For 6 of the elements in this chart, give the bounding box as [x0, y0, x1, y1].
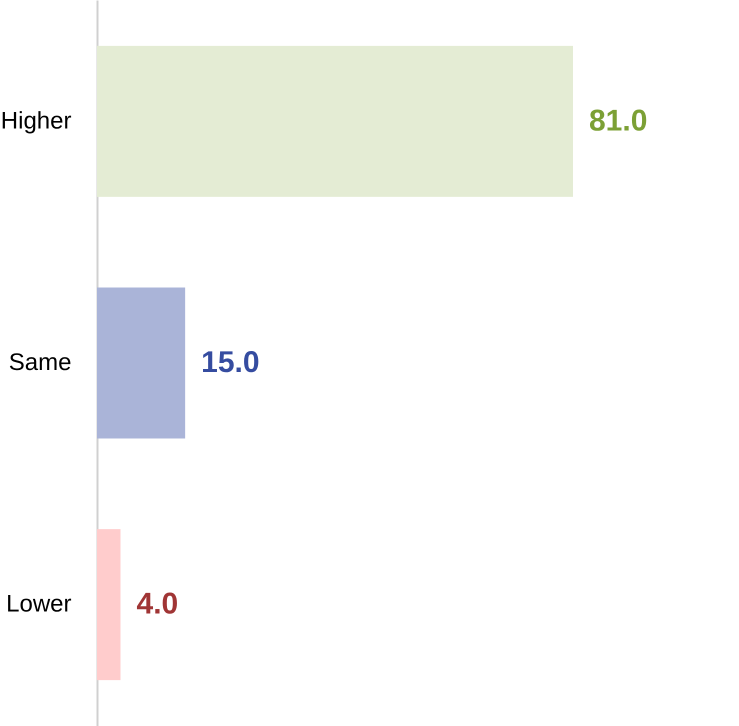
y-tick-label: Lower — [6, 590, 72, 618]
data-label: 15.0 — [201, 346, 260, 379]
y-tick-label: Same — [8, 349, 72, 376]
y-tick-label: Higher — [0, 107, 72, 134]
data-label: 81.0 — [589, 104, 648, 138]
data-label: 4.0 — [136, 588, 178, 621]
